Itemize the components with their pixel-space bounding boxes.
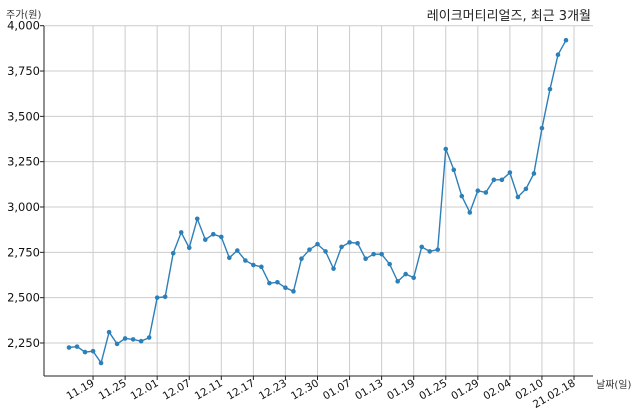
x-tick-label: 12.17	[225, 377, 257, 402]
data-point	[515, 194, 521, 200]
y-axis-label: 주가(원)	[6, 9, 42, 21]
data-point	[243, 258, 248, 263]
data-point	[170, 250, 176, 256]
y-tick-label: 2,250	[7, 336, 40, 350]
y-tick-label: 3,250	[7, 155, 40, 169]
data-point	[331, 266, 336, 271]
data-point	[307, 247, 312, 252]
y-tick-label: 4,000	[7, 19, 40, 33]
x-tick-label: 12.30	[289, 377, 321, 402]
data-point	[106, 329, 112, 335]
data-point	[130, 337, 136, 342]
x-tick-label: 11.25	[97, 377, 129, 402]
data-point	[371, 251, 376, 257]
axes	[40, 25, 593, 380]
data-point	[403, 271, 408, 277]
data-point	[210, 231, 216, 237]
data-point	[547, 86, 553, 92]
data-point	[355, 240, 360, 246]
data-point	[235, 248, 240, 253]
data-point	[315, 241, 320, 247]
data-point	[491, 177, 497, 183]
data-point	[291, 289, 296, 294]
data-point	[523, 186, 529, 192]
x-tick-label: 01.13	[353, 377, 385, 402]
data-point	[379, 251, 384, 257]
data-point	[202, 237, 208, 242]
grid	[44, 25, 593, 376]
data-point	[259, 264, 264, 270]
x-tick-label: 01.25	[417, 377, 449, 402]
data-point	[451, 167, 457, 173]
data-point	[483, 190, 489, 195]
x-tick-label: 12.01	[129, 377, 161, 402]
data-point	[467, 210, 473, 215]
x-axis-label: 날짜(일)	[596, 379, 632, 391]
y-tick-label: 3,000	[7, 200, 40, 214]
data-point	[459, 193, 465, 199]
data-point	[162, 294, 168, 300]
chart-title: 레이크머티리얼즈, 최근 3개월	[427, 9, 591, 24]
x-tick-label: 12.23	[257, 377, 289, 402]
y-tick-labels: 2,250 2,500 2,750 3,000 3,250 3,500 3,750 4,000	[7, 19, 40, 350]
x-tick-label: 01.29	[449, 377, 481, 402]
data-point	[563, 37, 569, 43]
data-point	[347, 240, 352, 245]
data-point	[507, 170, 513, 175]
y-tick-label: 3,750	[7, 64, 40, 78]
data-point	[74, 344, 80, 349]
x-tick-label: 11.19	[65, 377, 97, 402]
data-point	[194, 216, 200, 222]
data-point	[227, 255, 232, 261]
data-point	[283, 285, 288, 290]
data-point	[395, 279, 400, 284]
x-tick-label: 02.04	[481, 377, 513, 403]
data-point	[363, 256, 368, 261]
x-tick-label: 12.07	[161, 377, 193, 402]
data-point	[539, 125, 545, 131]
data-point	[90, 348, 96, 354]
data-point	[499, 177, 505, 183]
x-tick-labels: 11.19 11.25 12.01 12.07 12.11 12.17 12.23 12.30…	[65, 377, 578, 411]
data-point	[154, 295, 160, 300]
data-point	[66, 345, 72, 350]
data-point	[267, 280, 272, 286]
data-point	[555, 52, 561, 58]
x-tick-label: 12.11	[193, 377, 225, 402]
y-tick-label: 2,500	[7, 291, 40, 305]
data-point	[146, 335, 152, 340]
data-point	[138, 338, 144, 344]
data-point	[114, 341, 120, 347]
data-point	[387, 261, 392, 267]
y-tick-label: 2,750	[7, 245, 40, 259]
data-point	[443, 146, 449, 152]
data-point	[323, 249, 328, 254]
data-point	[427, 249, 433, 254]
data-point	[531, 171, 537, 176]
data-point	[82, 349, 88, 355]
data-point	[122, 336, 128, 341]
data-point	[178, 230, 184, 235]
price-series	[66, 37, 569, 366]
data-point	[419, 244, 425, 250]
data-point	[98, 360, 104, 366]
data-point	[475, 188, 481, 193]
data-point	[339, 244, 344, 250]
data-point	[219, 234, 224, 240]
data-point	[251, 262, 256, 268]
data-point	[275, 279, 280, 285]
x-tick-label: 01.07	[321, 377, 353, 402]
data-point	[186, 245, 192, 251]
x-tick-label: 01.19	[385, 377, 417, 402]
data-point	[411, 275, 416, 281]
data-point	[299, 256, 304, 261]
data-point	[435, 247, 441, 252]
y-tick-label: 3,500	[7, 109, 40, 123]
